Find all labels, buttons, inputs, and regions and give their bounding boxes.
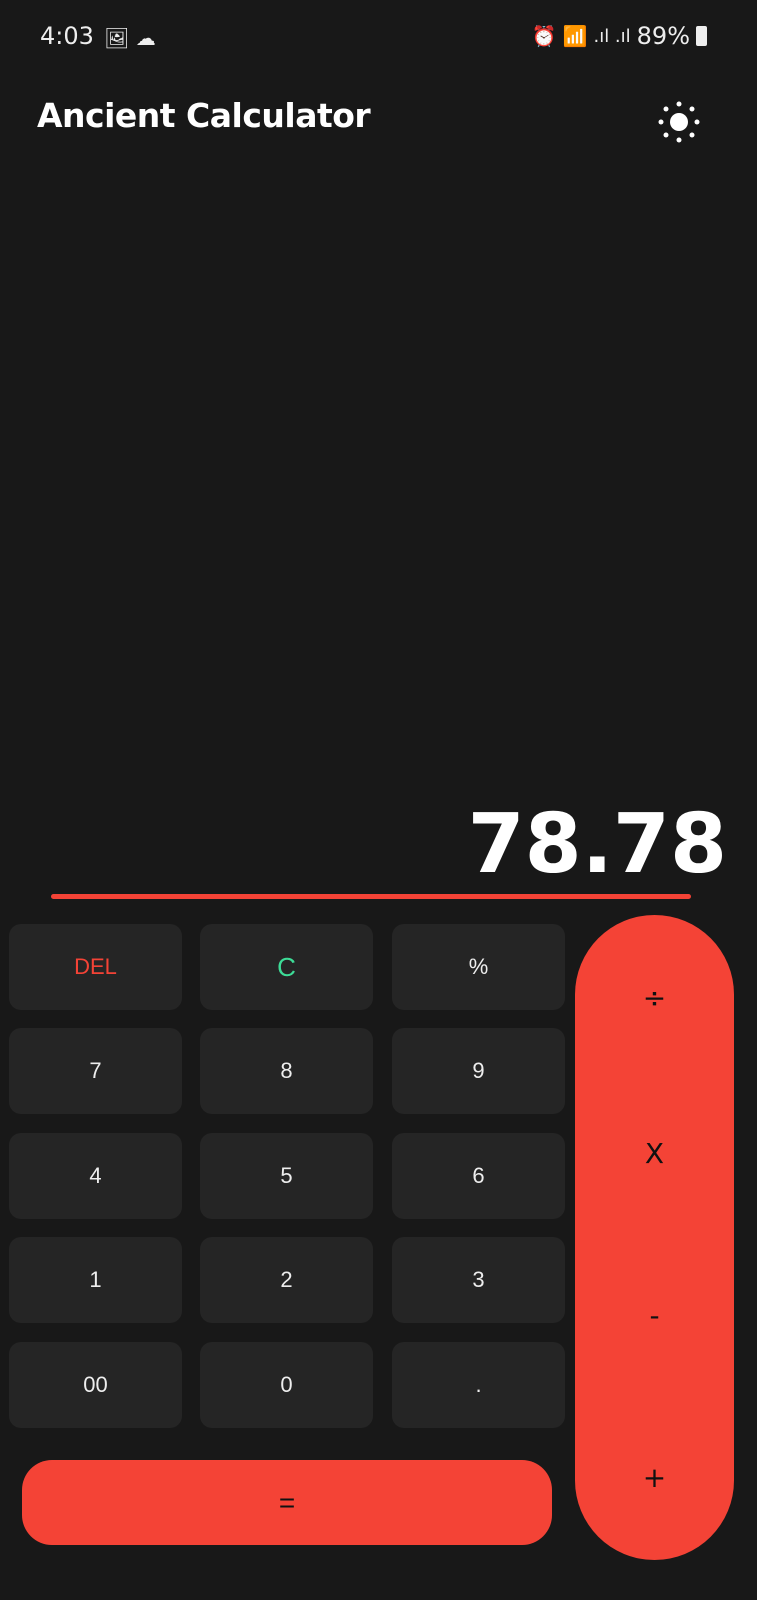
status-bar: 4:03 🖼 ☁ ⏰ 📶 .ıl .ıl 89%: [0, 20, 757, 54]
status-time: 4:03: [40, 22, 94, 50]
del-button[interactable]: DEL: [9, 924, 182, 1010]
key-00[interactable]: 00: [9, 1342, 182, 1428]
equals-button[interactable]: =: [22, 1460, 552, 1545]
image-icon: 🖼: [104, 26, 130, 50]
soundcloud-icon: ☁: [135, 26, 156, 50]
app-title: Ancient Calculator: [37, 96, 371, 135]
key-8[interactable]: 8: [200, 1028, 373, 1114]
battery-icon: [696, 26, 707, 46]
key-3[interactable]: 3: [392, 1237, 565, 1323]
divide-button[interactable]: ÷: [642, 981, 667, 1014]
alarm-icon: ⏰: [531, 24, 557, 48]
key-6[interactable]: 6: [392, 1133, 565, 1219]
notification-icons: 🖼 ☁: [104, 26, 156, 50]
signal-icon: .ıl .ıl: [593, 25, 631, 47]
add-button[interactable]: +: [642, 1461, 667, 1494]
decimal-button[interactable]: .: [392, 1342, 565, 1428]
percent-button[interactable]: %: [392, 924, 565, 1010]
key-9[interactable]: 9: [392, 1028, 565, 1114]
key-5[interactable]: 5: [200, 1133, 373, 1219]
multiply-button[interactable]: X: [644, 1137, 665, 1170]
battery-level: 89%: [636, 22, 690, 50]
subtract-button[interactable]: -: [649, 1299, 660, 1332]
key-4[interactable]: 4: [9, 1133, 182, 1219]
wifi-icon: 📶: [562, 24, 588, 48]
theme-toggle-button[interactable]: [657, 100, 701, 144]
clear-button[interactable]: C: [200, 924, 373, 1010]
key-7[interactable]: 7: [9, 1028, 182, 1114]
display-divider: [51, 894, 691, 899]
system-icons: ⏰ 📶 .ıl .ıl 89%: [532, 22, 707, 50]
key-0[interactable]: 0: [200, 1342, 373, 1428]
result-display: 78.78: [467, 797, 727, 892]
key-1[interactable]: 1: [9, 1237, 182, 1323]
sun-icon: [658, 101, 700, 143]
key-2[interactable]: 2: [200, 1237, 373, 1323]
operator-panel: ÷ X - +: [575, 915, 734, 1560]
